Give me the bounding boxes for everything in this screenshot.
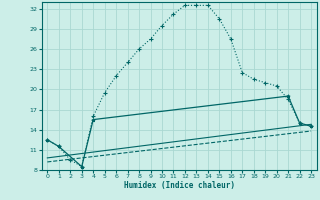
X-axis label: Humidex (Indice chaleur): Humidex (Indice chaleur) bbox=[124, 181, 235, 190]
